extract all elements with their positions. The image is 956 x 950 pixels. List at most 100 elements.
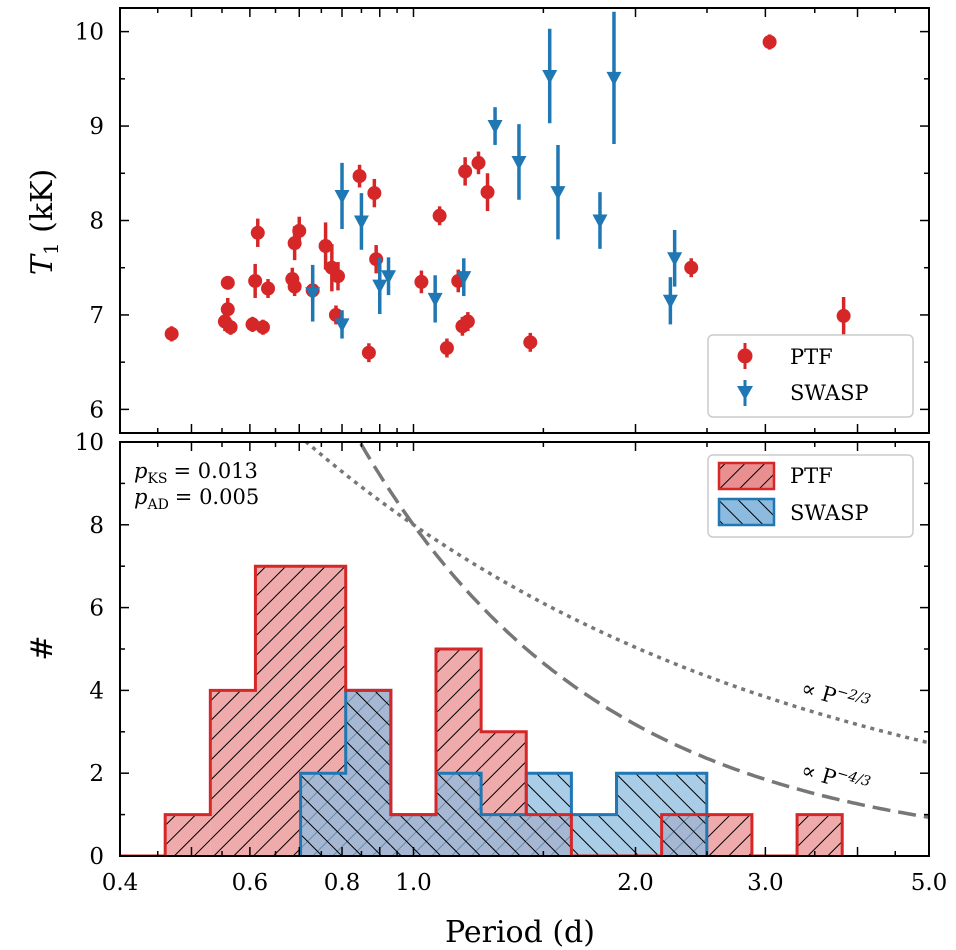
top-y-tick-label: 10 xyxy=(75,20,104,46)
marker xyxy=(164,326,179,341)
marker xyxy=(523,335,538,350)
legend-hist-ptf-swatch xyxy=(717,461,776,491)
marker xyxy=(305,287,321,302)
reference-curve-P23 xyxy=(303,442,929,745)
x-tick-label: 2.0 xyxy=(617,870,654,896)
ptf-point xyxy=(250,218,265,247)
marker xyxy=(414,274,429,289)
marker xyxy=(480,185,495,200)
bottom-y-axis-title: # xyxy=(25,635,60,660)
marker xyxy=(334,318,350,333)
bottom-y-tick-label: 8 xyxy=(89,513,104,539)
ptf-point xyxy=(248,263,263,298)
legend-ptf-marker xyxy=(737,343,753,369)
ptf-point xyxy=(352,164,367,188)
marker xyxy=(248,273,263,288)
marker xyxy=(456,271,472,286)
marker xyxy=(223,320,238,335)
histogram-bars xyxy=(120,564,844,856)
marker xyxy=(511,155,527,170)
hist-bar-hatch xyxy=(797,814,843,856)
top-y-tick-label: 6 xyxy=(89,397,104,423)
ptf-point xyxy=(330,262,345,291)
top-axes-frame xyxy=(119,7,930,434)
top-legend: PTF SWASP xyxy=(707,334,914,418)
bottom-y-tick-label: 4 xyxy=(89,678,104,704)
marker xyxy=(471,155,486,170)
marker xyxy=(334,189,350,204)
hist-bar-hatch xyxy=(210,690,256,856)
ptf-point xyxy=(458,157,473,186)
bottom-legend: PTF SWASP xyxy=(707,454,914,538)
marker xyxy=(542,70,558,84)
ptf-point xyxy=(523,332,538,352)
reference-curve-P43 xyxy=(357,442,929,820)
swasp-point xyxy=(334,310,350,339)
marker xyxy=(381,270,397,285)
swasp-point xyxy=(592,192,608,249)
top-y-tick-label: 8 xyxy=(89,209,104,235)
ptf-histogram xyxy=(165,566,843,856)
swasp-point xyxy=(667,229,683,287)
ptf-point xyxy=(432,206,447,226)
ptf-point xyxy=(261,279,276,298)
hist-bar-hatch xyxy=(571,814,617,856)
ptf-point xyxy=(762,34,777,50)
bottom-y-tick-label: 0 xyxy=(89,844,104,870)
ptf-point xyxy=(684,258,699,278)
x-tick-label: 0.4 xyxy=(102,870,139,896)
hist-bar-hatch xyxy=(435,773,482,856)
marker xyxy=(836,308,851,323)
marker xyxy=(458,164,473,179)
top-data-points xyxy=(164,11,851,363)
marker xyxy=(550,186,566,201)
ptf-point xyxy=(292,216,307,246)
period-histogram-panel: 0 2 4 6 8 10 0.4 0.6 0.8 1.0 2.0 3.0 5.0 # Period (… xyxy=(25,430,947,950)
ptf-point xyxy=(460,312,475,331)
marker xyxy=(439,341,454,355)
temperature-scatter-panel: 6 7 8 9 10 T1 (kK) PTF SWASP xyxy=(25,7,930,434)
marker xyxy=(287,279,302,294)
hist-bar-hatch xyxy=(706,814,752,856)
hist-bar-hatch xyxy=(616,773,662,856)
swasp-point xyxy=(427,275,443,323)
marker xyxy=(427,292,443,307)
swasp-point xyxy=(542,28,558,124)
hist-bar-hatch xyxy=(255,566,301,856)
ptf-point xyxy=(255,319,270,335)
top-y-tick-label: 9 xyxy=(89,114,104,140)
x-axis-title: Period (d) xyxy=(445,915,595,950)
ptf-point xyxy=(220,275,235,290)
annotation-pad: pAD = 0.005 xyxy=(134,485,259,513)
swasp-point xyxy=(606,11,622,144)
ptf-point xyxy=(164,326,179,342)
reference-curves xyxy=(303,442,929,820)
x-tick-label: 0.6 xyxy=(232,870,269,896)
top-y-tick-label: 7 xyxy=(89,303,104,329)
ptf-point xyxy=(287,277,302,297)
marker xyxy=(220,275,235,290)
bottom-axes-frame xyxy=(119,441,930,857)
swasp-point xyxy=(662,277,678,325)
marker xyxy=(330,269,345,284)
hist-bar-hatch xyxy=(300,773,346,856)
legend-swasp-label: SWASP xyxy=(790,381,869,405)
legend-ptf-label: PTF xyxy=(790,345,833,369)
ptf-point xyxy=(318,222,333,270)
legend-hist-swasp-label: SWASP xyxy=(790,501,869,525)
curve-label-p23: ∝ P−2/3 xyxy=(799,674,873,718)
marker xyxy=(361,345,376,360)
ptf-point xyxy=(361,343,376,363)
marker xyxy=(292,223,307,238)
marker xyxy=(353,215,369,230)
swasp-point xyxy=(487,107,503,145)
swasp-point xyxy=(305,264,321,322)
ptf-point xyxy=(367,178,382,208)
ptf-point xyxy=(480,173,495,212)
legend-swasp-marker xyxy=(737,380,753,406)
swasp-point xyxy=(353,193,369,250)
marker xyxy=(372,279,388,294)
marker xyxy=(487,120,503,135)
swasp-point xyxy=(372,257,388,314)
ptf-point xyxy=(471,151,486,175)
